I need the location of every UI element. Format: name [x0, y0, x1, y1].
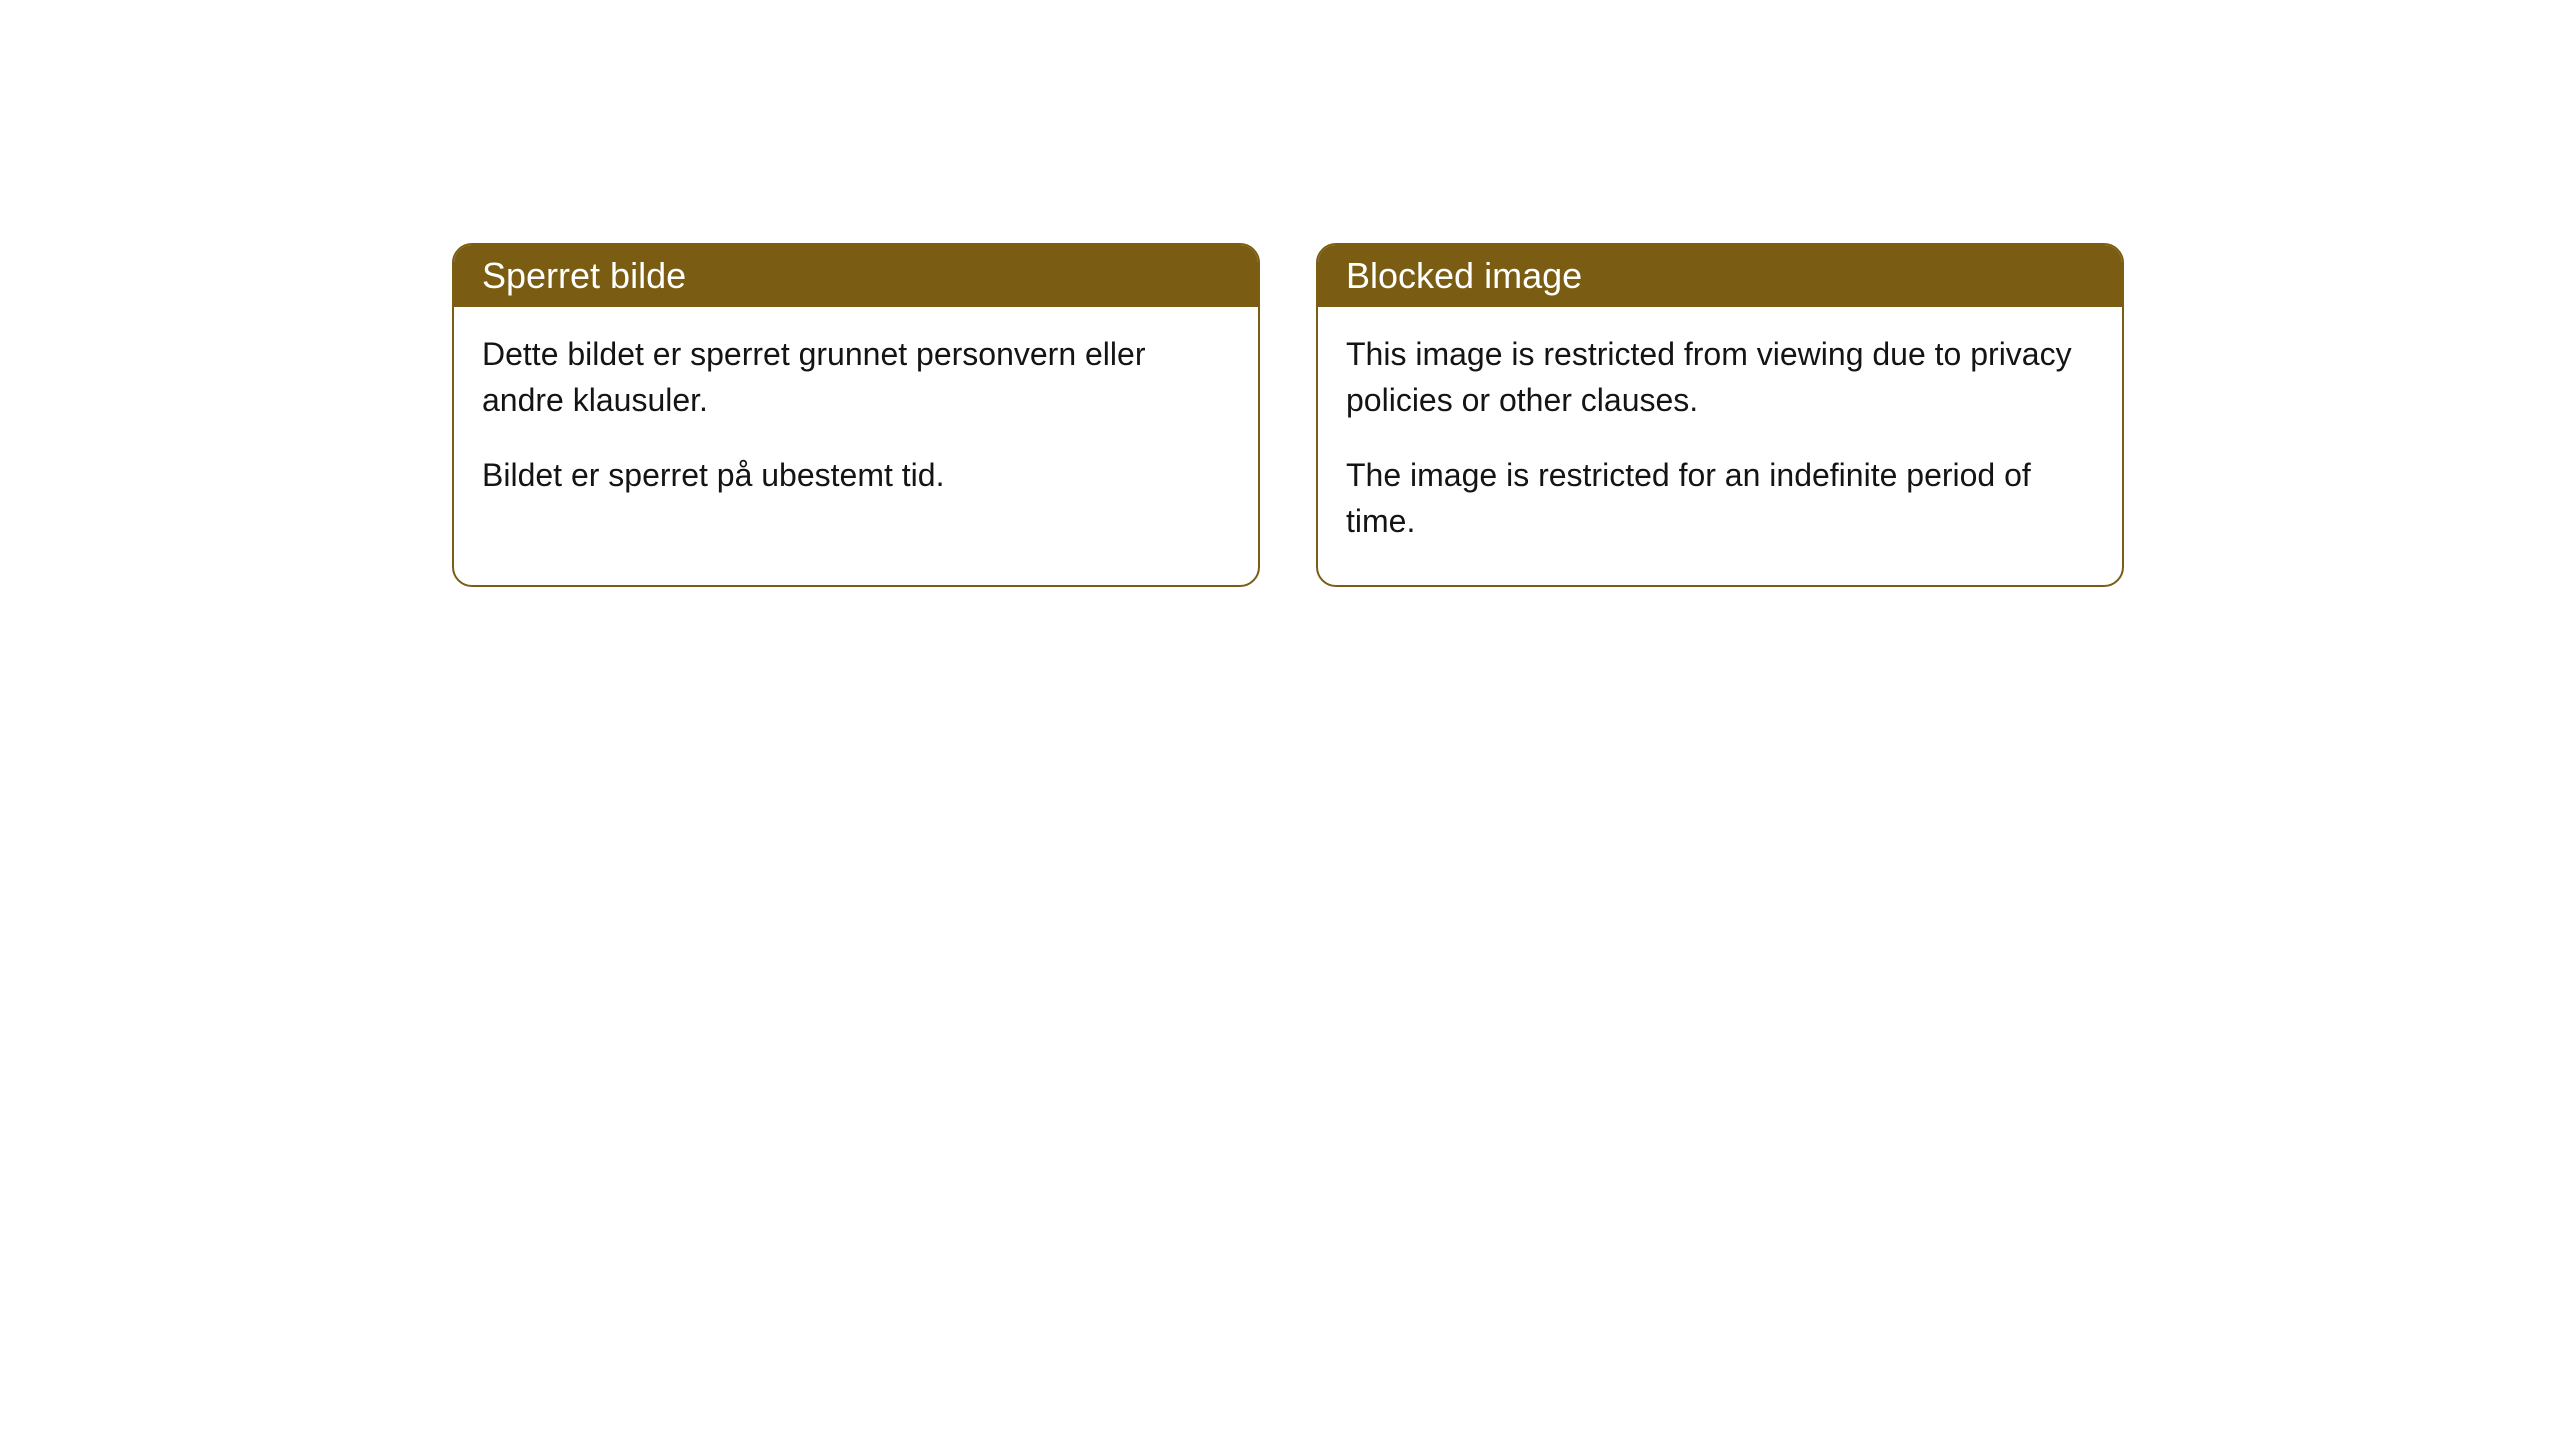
card-title: Sperret bilde	[482, 255, 686, 296]
card-body: This image is restricted from viewing du…	[1318, 307, 2122, 585]
card-paragraph: Dette bildet er sperret grunnet personve…	[482, 331, 1230, 424]
card-header: Blocked image	[1318, 245, 2122, 307]
notice-cards-container: Sperret bilde Dette bildet er sperret gr…	[0, 0, 2560, 587]
card-header: Sperret bilde	[454, 245, 1258, 307]
card-paragraph: The image is restricted for an indefinit…	[1346, 452, 2094, 545]
card-paragraph: This image is restricted from viewing du…	[1346, 331, 2094, 424]
card-body: Dette bildet er sperret grunnet personve…	[454, 307, 1258, 538]
card-paragraph: Bildet er sperret på ubestemt tid.	[482, 452, 1230, 498]
notice-card-english: Blocked image This image is restricted f…	[1316, 243, 2124, 587]
notice-card-norwegian: Sperret bilde Dette bildet er sperret gr…	[452, 243, 1260, 587]
card-title: Blocked image	[1346, 255, 1582, 296]
